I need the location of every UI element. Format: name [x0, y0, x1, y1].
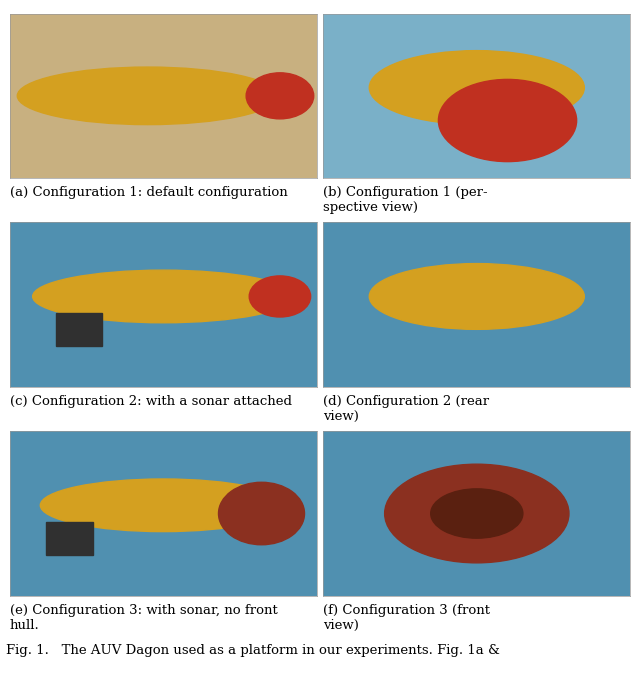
Ellipse shape: [431, 489, 523, 538]
Ellipse shape: [369, 264, 584, 330]
Ellipse shape: [385, 464, 569, 563]
Ellipse shape: [40, 479, 286, 532]
Ellipse shape: [438, 80, 577, 161]
Text: (e) Configuration 3: with sonar, no front
hull.: (e) Configuration 3: with sonar, no fron…: [10, 604, 277, 632]
Text: (b) Configuration 1 (per-
spective view): (b) Configuration 1 (per- spective view): [323, 187, 488, 215]
Bar: [47, 522, 93, 554]
Bar: [56, 313, 102, 346]
Ellipse shape: [249, 276, 310, 317]
Ellipse shape: [246, 73, 314, 119]
Ellipse shape: [369, 50, 584, 125]
Text: (c) Configuration 2: with a sonar attached: (c) Configuration 2: with a sonar attach…: [10, 395, 292, 408]
Ellipse shape: [17, 67, 278, 125]
Text: Fig. 1.   The AUV Dagon used as a platform in our experiments. Fig. 1a &: Fig. 1. The AUV Dagon used as a platform…: [6, 644, 500, 657]
Ellipse shape: [33, 270, 294, 323]
Text: (a) Configuration 1: default configuration: (a) Configuration 1: default configurati…: [10, 187, 287, 200]
Text: (d) Configuration 2 (rear
view): (d) Configuration 2 (rear view): [323, 395, 490, 424]
Ellipse shape: [218, 482, 305, 545]
Text: (f) Configuration 3 (front
view): (f) Configuration 3 (front view): [323, 604, 490, 632]
